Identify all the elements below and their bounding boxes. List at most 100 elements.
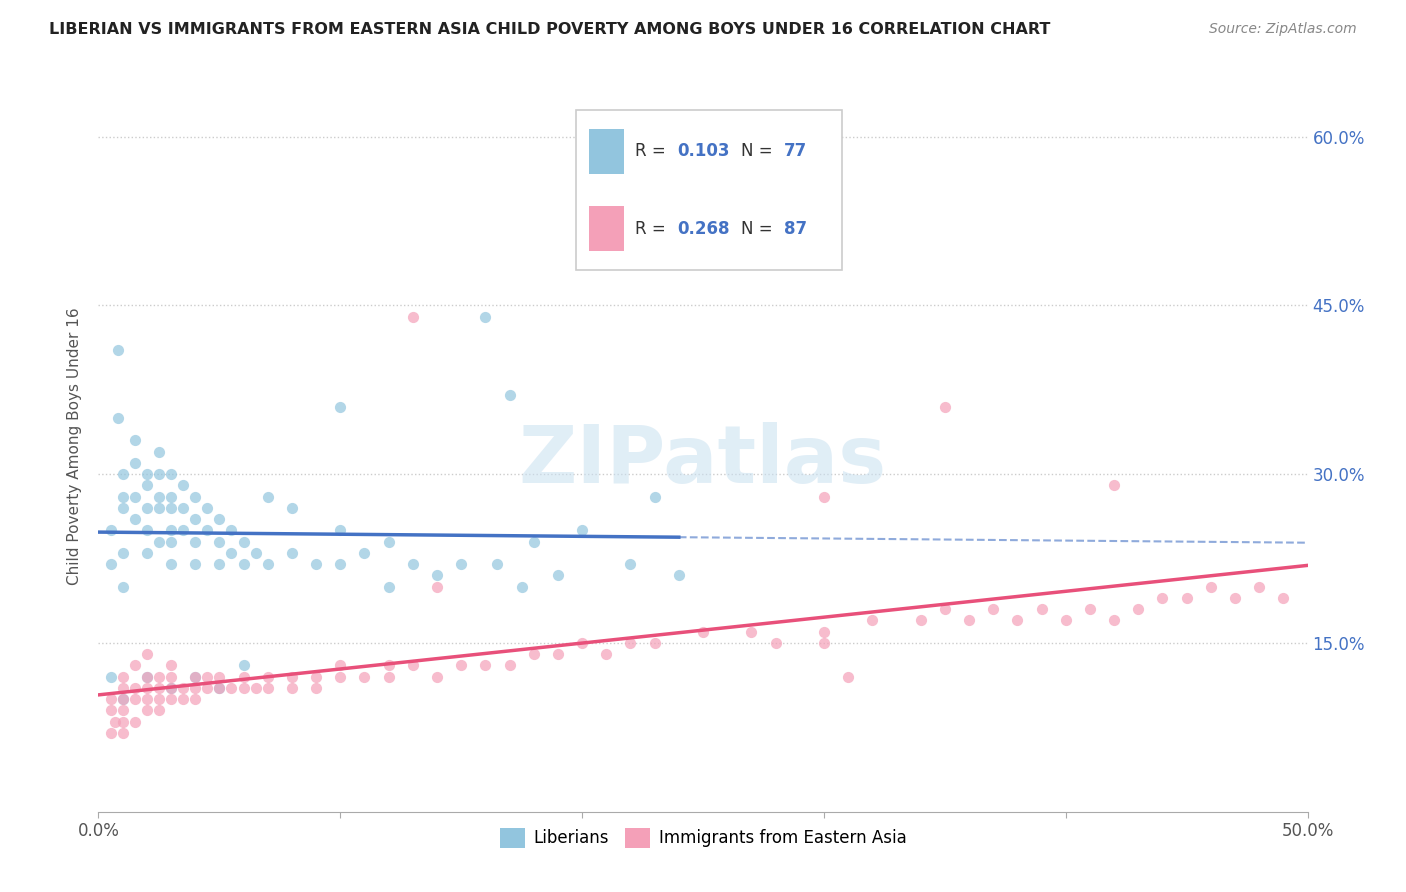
Point — [305, 670, 328, 684]
Point — [329, 658, 352, 673]
Point — [111, 670, 134, 684]
Point — [450, 658, 472, 673]
Point — [160, 534, 183, 549]
Point — [160, 500, 183, 515]
Point — [329, 557, 352, 571]
Point — [184, 512, 207, 526]
Point — [100, 703, 122, 717]
Point — [837, 670, 859, 684]
Point — [486, 557, 509, 571]
Point — [135, 703, 157, 717]
Point — [619, 557, 641, 571]
Point — [619, 636, 641, 650]
Point — [208, 681, 231, 695]
Point — [668, 568, 690, 582]
Point — [111, 490, 134, 504]
Point — [474, 658, 496, 673]
Point — [692, 624, 714, 639]
Point — [256, 681, 278, 695]
Point — [547, 568, 569, 582]
Point — [402, 310, 425, 324]
Text: ZIPatlas: ZIPatlas — [519, 422, 887, 500]
Point — [353, 546, 375, 560]
Point — [377, 580, 399, 594]
Point — [135, 647, 157, 661]
Point — [256, 490, 278, 504]
Point — [135, 467, 157, 482]
Point — [208, 670, 231, 684]
Point — [172, 478, 194, 492]
Point — [111, 714, 134, 729]
Point — [353, 670, 375, 684]
Point — [510, 580, 533, 594]
Point — [232, 670, 254, 684]
Point — [111, 692, 134, 706]
Point — [148, 681, 170, 695]
Point — [208, 512, 231, 526]
Point — [184, 534, 207, 549]
Point — [1272, 591, 1295, 605]
Point — [160, 490, 183, 504]
Point — [305, 557, 328, 571]
Point — [498, 388, 520, 402]
Point — [305, 681, 328, 695]
Point — [377, 534, 399, 549]
Point — [232, 534, 254, 549]
Point — [474, 310, 496, 324]
Point — [981, 602, 1004, 616]
Point — [160, 557, 183, 571]
Point — [208, 557, 231, 571]
Point — [195, 670, 218, 684]
Point — [934, 602, 956, 616]
Point — [124, 714, 146, 729]
Point — [135, 524, 157, 538]
Point — [765, 636, 787, 650]
Point — [160, 467, 183, 482]
Point — [148, 534, 170, 549]
Point — [644, 490, 666, 504]
Point — [148, 692, 170, 706]
Point — [426, 568, 449, 582]
Point — [523, 534, 546, 549]
Point — [184, 670, 207, 684]
Point — [111, 500, 134, 515]
Point — [1128, 602, 1150, 616]
Point — [160, 692, 183, 706]
Point — [1152, 591, 1174, 605]
Point — [1054, 614, 1077, 628]
Point — [124, 434, 146, 448]
Point — [329, 524, 352, 538]
Point — [195, 524, 218, 538]
Point — [135, 670, 157, 684]
Point — [208, 681, 231, 695]
Point — [1199, 580, 1222, 594]
Text: Source: ZipAtlas.com: Source: ZipAtlas.com — [1209, 22, 1357, 37]
Point — [135, 681, 157, 695]
Point — [221, 546, 243, 560]
Point — [377, 670, 399, 684]
Point — [221, 681, 243, 695]
Point — [160, 524, 183, 538]
Point — [107, 343, 129, 358]
Point — [172, 692, 194, 706]
Point — [498, 658, 520, 673]
Point — [184, 681, 207, 695]
Point — [644, 636, 666, 650]
Point — [111, 692, 134, 706]
Point — [100, 726, 122, 740]
Point — [595, 647, 617, 661]
Point — [124, 490, 146, 504]
Y-axis label: Child Poverty Among Boys Under 16: Child Poverty Among Boys Under 16 — [67, 307, 83, 585]
Point — [934, 400, 956, 414]
Point — [547, 647, 569, 661]
Point — [184, 670, 207, 684]
Point — [1175, 591, 1198, 605]
Point — [100, 670, 122, 684]
Point — [860, 614, 883, 628]
Point — [813, 490, 835, 504]
Point — [281, 670, 304, 684]
Point — [111, 681, 134, 695]
Point — [740, 624, 762, 639]
Point — [195, 500, 218, 515]
Point — [281, 546, 304, 560]
